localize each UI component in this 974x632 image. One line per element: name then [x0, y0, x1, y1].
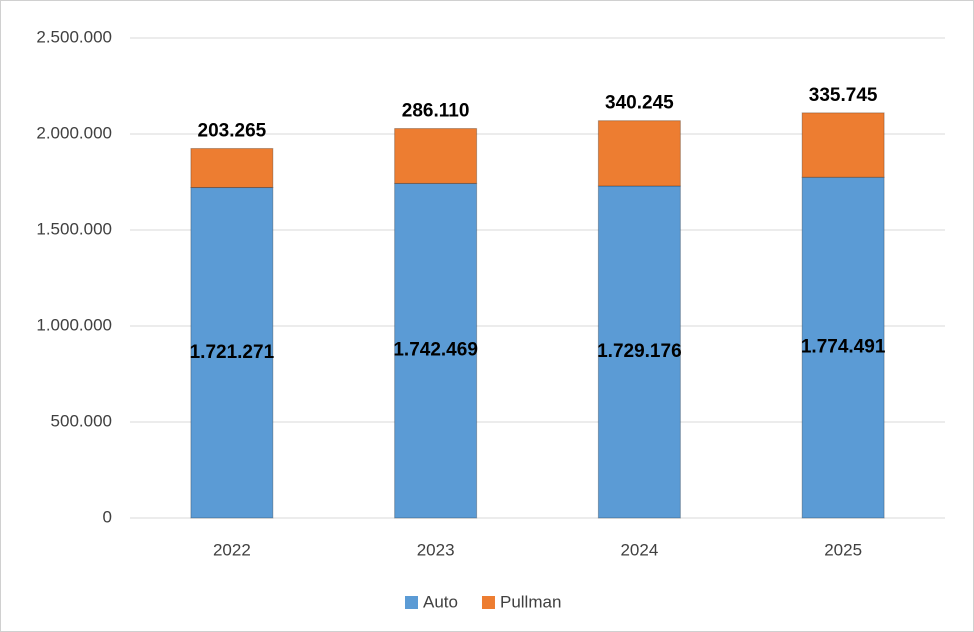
x-tick-label: 2024 — [620, 540, 658, 559]
legend-label: Pullman — [500, 592, 561, 611]
y-tick-label: 1.500.000 — [36, 219, 112, 238]
y-tick-label: 2.500.000 — [36, 27, 112, 46]
bar-segment — [801, 176, 885, 519]
x-tick-label: 2025 — [824, 540, 862, 559]
bar-segment — [190, 147, 274, 189]
data-label: 335.745 — [809, 85, 878, 106]
x-tick-label: 2023 — [417, 540, 455, 559]
bar-segment — [801, 112, 885, 178]
y-tick-label: 500.000 — [51, 411, 112, 430]
data-label: 1.774.491 — [801, 337, 886, 358]
data-label: 286.110 — [402, 101, 470, 122]
data-label: 340.245 — [605, 93, 674, 114]
bar-segment — [597, 120, 681, 187]
legend-label: Auto — [423, 592, 458, 611]
y-tick-label: 1.000.000 — [36, 315, 112, 334]
bar-segment — [597, 185, 681, 519]
data-label: 1.729.176 — [597, 341, 682, 362]
data-label: 1.742.469 — [393, 340, 478, 361]
bar-segment — [394, 182, 478, 519]
data-label: 203.265 — [198, 121, 267, 142]
bar-segment — [394, 128, 478, 184]
x-tick-label: 2022 — [213, 540, 251, 559]
y-tick-label: 0 — [103, 507, 112, 526]
legend-swatch — [481, 596, 495, 609]
data-label: 1.721.271 — [190, 342, 275, 363]
bar-segment — [190, 187, 274, 519]
legend-swatch — [405, 596, 418, 609]
y-tick-label: 2.000.000 — [36, 123, 112, 142]
